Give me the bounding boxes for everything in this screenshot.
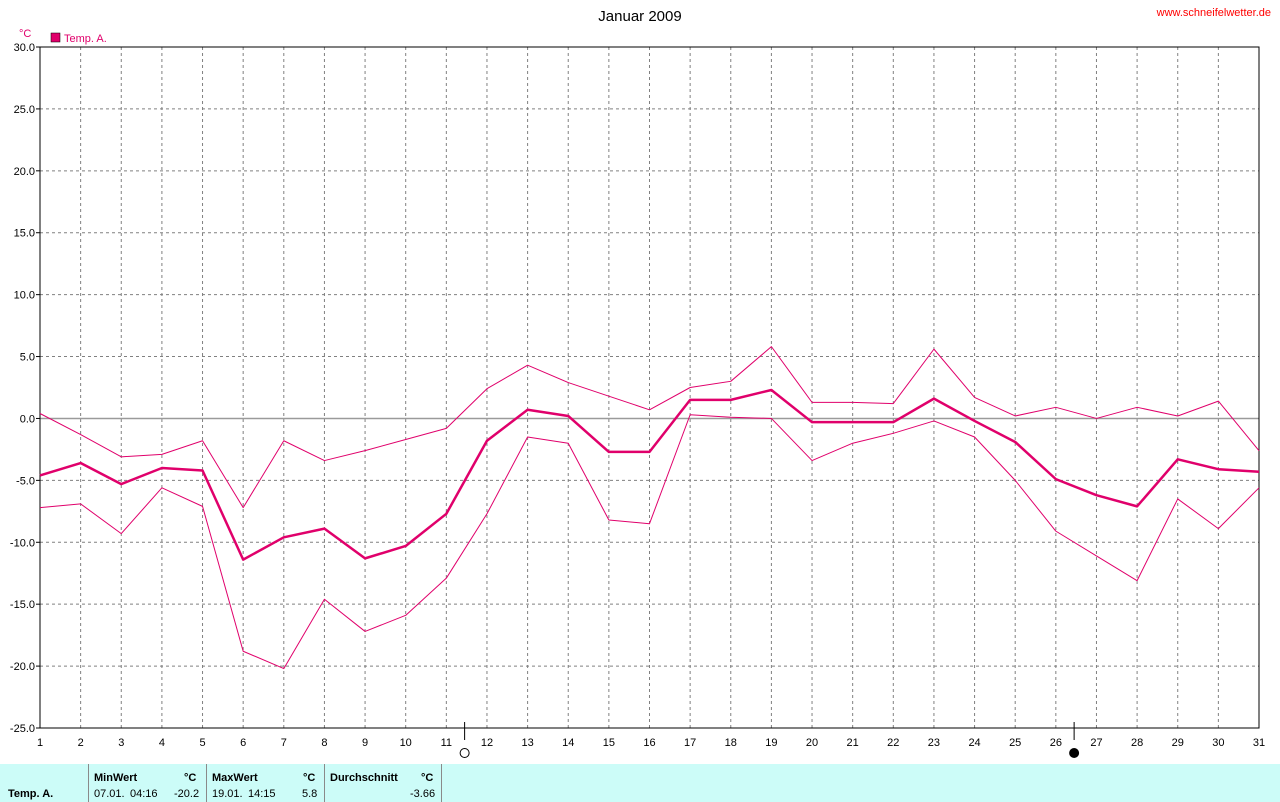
full-moon-icon: [459, 748, 470, 758]
x-tick-label: 11: [441, 737, 452, 749]
y-tick-label: 0.0: [20, 413, 35, 425]
y-tick-label: -25.0: [10, 723, 35, 735]
avg-value: -3.66: [410, 788, 436, 800]
x-tick-label: 26: [1050, 737, 1062, 749]
max-date: 19.01.: [212, 788, 243, 800]
x-tick-label: 18: [725, 737, 737, 749]
x-tick-label: 7: [281, 737, 287, 749]
x-tick-label: 29: [1172, 737, 1184, 749]
x-tick-label: 13: [521, 737, 533, 749]
series-line-2: [39, 346, 1260, 509]
min-header: MinWert: [94, 772, 138, 784]
x-tick-label: 22: [887, 737, 899, 749]
x-tick-label: 8: [321, 737, 327, 749]
x-tick-label: 25: [1009, 737, 1021, 749]
y-tick-label: 30.0: [14, 42, 35, 54]
y-tick-label: 5.0: [20, 352, 35, 364]
min-date: 07.01.: [94, 788, 125, 800]
plot-frame: [39, 46, 1260, 729]
y-tick-label: -20.0: [10, 661, 35, 673]
x-tick-label: 10: [400, 737, 412, 749]
x-tick-label: 24: [968, 737, 980, 749]
x-tick-label: 6: [240, 737, 246, 749]
y-tick-label: 15.0: [14, 228, 35, 240]
x-tick-label: 12: [481, 737, 493, 749]
max-unit: °C: [303, 772, 316, 784]
y-tick-label: 20.0: [14, 166, 35, 178]
x-tick-label: 23: [928, 737, 940, 749]
max-header: MaxWert: [212, 772, 258, 784]
y-tick-label: -15.0: [10, 599, 35, 611]
x-tick-label: 20: [806, 737, 818, 749]
y-tick-label: -5.0: [16, 475, 35, 487]
legend-swatch: [50, 32, 61, 43]
stats-row-label: Temp. A.: [8, 788, 54, 800]
x-tick-label: 16: [643, 737, 655, 749]
legend-label: Temp. A.: [64, 33, 107, 45]
x-tick-label: 30: [1212, 737, 1224, 749]
y-tick-label: -10.0: [10, 537, 35, 549]
min-value: -20.2: [174, 788, 200, 800]
chart-title: Januar 2009: [598, 8, 681, 25]
x-tick-label: 9: [362, 737, 368, 749]
y-unit-label: °C: [19, 28, 31, 40]
stats-bar: Temp. A. MinWert °C 07.01. 04:16 -20.2 M…: [0, 764, 1280, 802]
series-line-1: [39, 388, 1260, 561]
x-tick-label: 3: [118, 737, 124, 749]
x-tick-label: 28: [1131, 737, 1143, 749]
new-moon-icon: [1069, 748, 1080, 758]
avg-unit: °C: [421, 772, 434, 784]
x-tick-label: 14: [562, 737, 574, 749]
avg-header: Durchschnitt: [330, 772, 398, 784]
x-tick-label: 31: [1253, 737, 1265, 749]
x-tick-label: 17: [684, 737, 696, 749]
x-tick-label: 15: [603, 737, 615, 749]
min-time: 04:16: [130, 788, 158, 800]
series-line-3: [39, 414, 1260, 670]
x-tick-label: 27: [1090, 737, 1102, 749]
y-tick-label: 25.0: [14, 104, 35, 116]
x-tick-label: 5: [199, 737, 205, 749]
max-value: 5.8: [302, 788, 318, 800]
source-link[interactable]: www.schneifelwetter.de: [1156, 7, 1271, 19]
y-tick-label: 10.0: [14, 290, 35, 302]
temperature-chart: Januar 2009 www.schneifelwetter.de °C Te…: [10, 7, 1271, 758]
max-time: 14:15: [248, 788, 276, 800]
x-tick-label: 4: [159, 737, 165, 749]
min-unit: °C: [184, 772, 197, 784]
x-tick-label: 21: [847, 737, 859, 749]
x-tick-label: 2: [78, 737, 84, 749]
legend: Temp. A.: [50, 32, 107, 45]
x-tick-label: 19: [765, 737, 777, 749]
x-tick-label: 1: [37, 737, 43, 749]
